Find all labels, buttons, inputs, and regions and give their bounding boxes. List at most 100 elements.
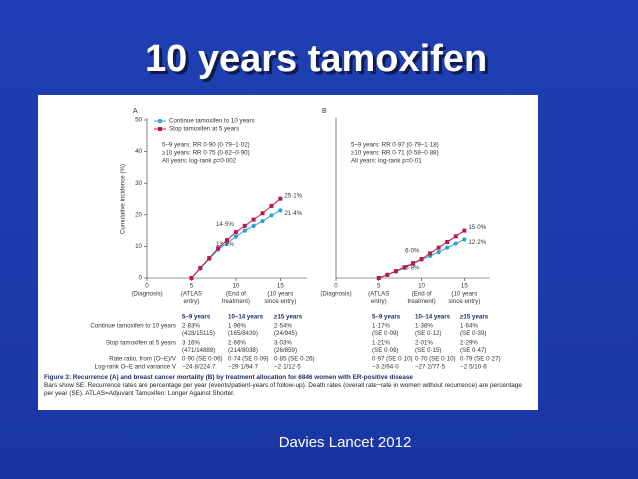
annotation: ≥10 years: RR 0·75 (0·62–0·90) (162, 150, 250, 157)
row-label: Stop tamoxifen at 5 years (106, 340, 176, 347)
data-point (411, 261, 415, 266)
x-tick-note: treatment) (407, 298, 435, 305)
table-cell: (SE 0·47) (460, 347, 486, 354)
data-point (233, 234, 238, 239)
data-point (242, 228, 247, 233)
table-header: 10–14 years (228, 314, 264, 321)
x-tick-note: treatment) (222, 298, 250, 305)
value-label: 5·8% (405, 264, 420, 271)
data-point (453, 241, 458, 246)
table-cell: −24·8/224·7 (182, 364, 216, 371)
x-tick-note: since entry) (448, 298, 480, 305)
table-cell: 1·96% (228, 323, 246, 330)
table-cell: 3·03% (274, 340, 292, 347)
panel-label: B (322, 108, 327, 115)
data-point (242, 223, 247, 228)
data-point (436, 249, 441, 255)
data-point (462, 228, 467, 233)
table-cell: (SE 0·09) (372, 330, 398, 337)
table-cell: 2·83% (182, 323, 200, 330)
table-cell: 1·21% (372, 340, 390, 347)
y-tick-label: 20 (135, 211, 142, 218)
value-label: 14·5% (216, 221, 234, 228)
data-point (462, 237, 467, 242)
table-cell: 0·74 (SE 0·09) (228, 356, 269, 363)
value-label: 12·2% (468, 239, 486, 246)
table-cell: 2·01% (415, 340, 433, 347)
table-cell: −2·5/10·6 (460, 364, 487, 371)
table-header: 10–14 years (415, 314, 451, 321)
y-tick-label: 10 (135, 243, 142, 250)
x-tick-label: 5 (190, 283, 194, 290)
y-axis-label: Cumulative incidence (%) (120, 164, 127, 234)
data-point (260, 211, 265, 216)
data-point (376, 276, 381, 280)
table-header: ≥15 years (460, 314, 489, 321)
table-cell: 1·64% (460, 323, 478, 330)
annotation: 5–9 years: RR 0·97 (0·79–1·18) (351, 142, 439, 149)
x-tick-note: (End of (226, 291, 246, 298)
x-tick-note: entry) (184, 298, 200, 305)
table-cell: (214/8038) (228, 347, 258, 354)
y-tick-label: 30 (135, 180, 142, 187)
title-shadow: 10 years tamoxifen (148, 41, 490, 83)
x-tick-note: (ATLAS (181, 291, 202, 298)
annotation: All years: log-rank p=0·01 (351, 158, 422, 165)
x-tick-label: 10 (232, 283, 239, 290)
legend-marker (158, 127, 162, 131)
table-cell: 0·90 (SE 0·06) (182, 356, 223, 363)
x-tick-note: (Diagnosis) (131, 291, 162, 298)
table-cell: (SE 0·15) (415, 347, 441, 354)
data-point (385, 272, 390, 277)
annotation: All years: log-rank p=0·002 (162, 158, 237, 165)
legend-marker (157, 118, 163, 124)
data-point (207, 256, 212, 261)
table-cell: (26/859) (274, 347, 297, 354)
annotation: 5–9 years: RR 0·90 (0·79–1·02) (162, 142, 250, 149)
table-cell: 0·79 (SE 0·27) (460, 356, 501, 363)
table-cell: 0·70 (SE 0·10) (415, 356, 456, 363)
x-tick-label: 5 (377, 283, 381, 290)
table-cell: 1·38% (415, 323, 433, 330)
table-cell: −29·1/94·7 (228, 364, 259, 371)
x-tick-label: 0 (145, 283, 149, 290)
value-label: 6·0% (405, 248, 420, 255)
table-cell: −2·1/12·5 (274, 364, 301, 371)
table-cell: 0·97 (SE 0·10) (372, 356, 413, 363)
panel-label: A (133, 108, 138, 115)
data-point (269, 213, 274, 218)
value-label: 25·1% (284, 192, 302, 199)
annotation: ≥10 years: RR 0·71 (0·58–0·88) (351, 150, 439, 157)
data-point (445, 239, 450, 244)
data-point (216, 246, 221, 251)
data-point (393, 269, 398, 274)
data-point (428, 251, 433, 256)
table-cell: (471/14889) (182, 347, 215, 354)
data-point (453, 234, 458, 239)
x-tick-note: (ATLAS (368, 291, 389, 298)
slide-caption: Davies Lancet 2012 (279, 434, 412, 451)
table-cell: (24/945) (274, 330, 297, 337)
table-cell: 2·54% (274, 323, 292, 330)
x-tick-note: (10 years (451, 291, 477, 298)
value-label: 15·0% (468, 224, 486, 231)
data-point (225, 238, 229, 243)
x-tick-label: 15 (461, 283, 468, 290)
table-cell: (SE 0·09) (372, 347, 398, 354)
data-point (233, 230, 238, 235)
table-header: 5–9 years (372, 314, 401, 321)
table-cell: −27·2/77·5 (415, 364, 446, 371)
table-cell: −3·2/94·0 (372, 364, 399, 371)
table-cell: 0·85 (SE 0·26) (274, 356, 315, 363)
table-header: ≥15 years (274, 314, 303, 321)
data-point (189, 276, 194, 280)
x-tick-note: (End of (412, 291, 432, 298)
slide-title: 10 years tamoxifen (145, 38, 487, 80)
x-tick-note: (10 years (267, 291, 293, 298)
data-point (419, 257, 424, 262)
table-cell: 2·66% (228, 340, 246, 347)
table-cell: (165/8439) (228, 330, 258, 337)
table-cell: 1·17% (372, 323, 390, 330)
